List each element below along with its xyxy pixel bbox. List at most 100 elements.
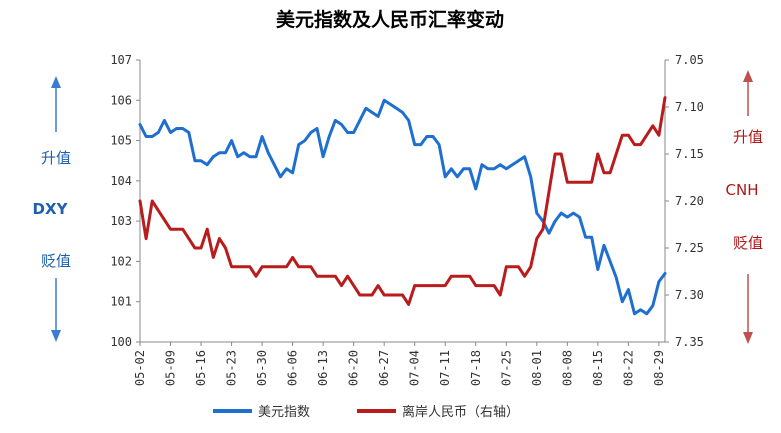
cnh-data-point (553, 152, 557, 156)
dxy-data-point (138, 123, 142, 126)
cnh-data-point (663, 96, 667, 99)
x-tick-label: 05-16 (194, 350, 208, 386)
dxy-data-point (456, 175, 459, 178)
dxy-data-point (425, 135, 429, 138)
dxy-data-point (401, 111, 404, 114)
dxy-data-point (206, 163, 209, 166)
cnh-data-point (456, 275, 459, 278)
cnh-data-point (444, 284, 447, 287)
dxy-data-point (370, 111, 374, 114)
side-annotations: 升值 DXY 贬值 升值 CNH 贬值 (33, 70, 763, 344)
chart-axes: 100 101 102 103 104 105 106 107 7.05 7.10 7.15 7.20… (110, 53, 704, 386)
dxy-data-point (315, 127, 319, 130)
x-tick-label: 08-22 (621, 350, 635, 386)
dxy-data-point (578, 215, 581, 219)
dxy-data-point (627, 288, 630, 291)
x-tick-label: 08-08 (560, 350, 574, 386)
cnh-data-point (181, 228, 184, 231)
cnh-data-point (584, 181, 587, 184)
dxy-data-point (553, 219, 557, 223)
cnh-data-point (523, 275, 526, 278)
dxy-data-point (621, 300, 624, 303)
dxy-data-point (523, 155, 526, 158)
x-tick-label: 07-18 (469, 350, 483, 386)
cnh-data-point (358, 293, 361, 297)
dxy-data-point (230, 139, 233, 142)
cnh-data-point (297, 265, 300, 268)
dxy-data-point (236, 155, 239, 158)
cnh-data-point (151, 199, 154, 203)
cnh-data-point (352, 284, 355, 287)
dxy-data-point (657, 280, 661, 283)
cnh-data-point (535, 237, 538, 240)
dxy-data-point (444, 175, 447, 178)
dxy-data-point (291, 171, 294, 174)
cnh-data-point (511, 265, 514, 268)
dxy-data-point (242, 151, 245, 154)
dxy-data-point (492, 167, 496, 170)
dxy-data-point (321, 155, 325, 158)
x-tick-label: 08-01 (530, 350, 544, 386)
cnh-data-point (267, 265, 270, 268)
x-tick-label: 07-11 (438, 350, 452, 386)
left-tick-label: 103 (110, 214, 132, 228)
cnh-data-point (437, 284, 441, 287)
cnh-data-point (144, 237, 148, 240)
cnh-data-point (468, 275, 471, 278)
dxy-data-point (547, 232, 551, 235)
dxy-data-point (389, 103, 392, 106)
dxy-data-point (267, 151, 270, 154)
dxy-data-point (395, 107, 398, 110)
dxy-data-point (584, 236, 587, 239)
x-tick-label: 05-09 (164, 350, 178, 386)
dxy-data-point (364, 107, 368, 110)
cnh-data-point (315, 275, 319, 278)
dxy-data-point (572, 211, 575, 215)
cnh-data-point (328, 275, 331, 278)
cnh-data-point (633, 143, 636, 146)
cnh-data-point (590, 181, 593, 184)
dxy-data-point (309, 131, 313, 134)
right-tick-label: 7.25 (675, 241, 704, 255)
dxy-data-point (602, 244, 606, 247)
cnh-data-point (279, 265, 282, 268)
cnh-data-point (651, 124, 654, 128)
cnh-data-point (529, 265, 532, 268)
cnh-data-point (248, 265, 252, 268)
left-axis-label: DXY (33, 200, 69, 218)
cnh-data-point (199, 246, 203, 250)
dxy-data-point (468, 167, 471, 170)
dxy-data-point (175, 127, 178, 130)
cnh-data-point (486, 284, 490, 287)
cnh-data-point (218, 237, 221, 240)
dxy-data-point (419, 143, 422, 146)
cnh-data-point (499, 293, 502, 297)
x-tick-label: 07-04 (408, 350, 422, 386)
left-tick-label: 105 (110, 134, 132, 148)
dxy-data-point (535, 211, 538, 215)
x-tick-label: 07-25 (499, 350, 513, 386)
right-tick-label: 7.35 (675, 335, 704, 349)
cnh-data-point (206, 228, 209, 231)
cnh-data-point (627, 134, 630, 137)
dxy-data-point (181, 127, 184, 130)
cnh-data-point (383, 293, 386, 297)
x-tick-label: 06-27 (377, 350, 391, 386)
cnh-data-point (187, 237, 190, 240)
cnh-data-point (474, 284, 477, 287)
cnh-data-point (578, 181, 581, 184)
cnh-data-point (596, 152, 599, 156)
cnh-data-point (450, 275, 453, 278)
dxy-series-line (138, 98, 667, 316)
left-tick-label: 100 (110, 335, 132, 349)
right-tick-label: 7.30 (675, 288, 704, 302)
dxy-data-point (248, 155, 252, 158)
x-tick-label: 08-15 (591, 350, 605, 386)
cnh-data-point (615, 152, 618, 156)
cnh-data-point (462, 275, 465, 278)
cnh-data-point (303, 265, 306, 268)
left-up-arrow-icon (51, 76, 61, 88)
dxy-data-point (383, 99, 386, 102)
left-down-arrow-icon (51, 330, 61, 342)
